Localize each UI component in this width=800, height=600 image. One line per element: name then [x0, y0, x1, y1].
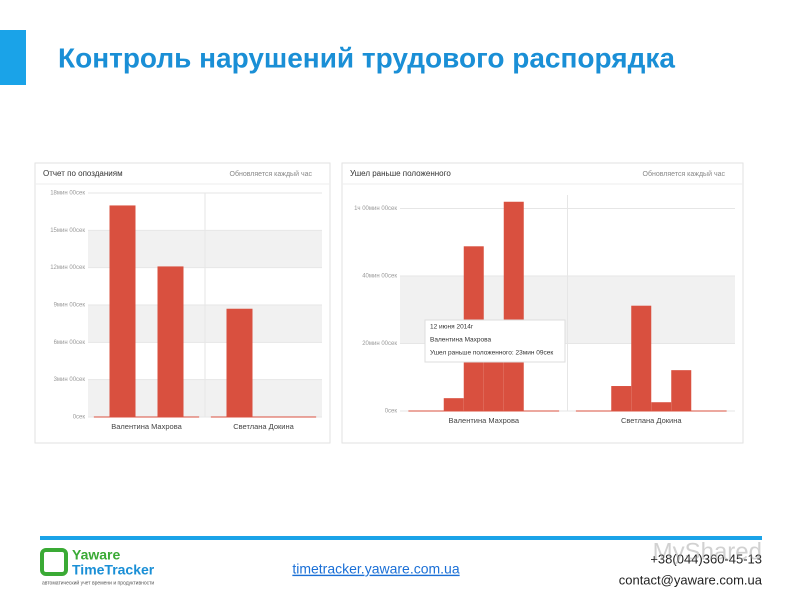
x-tick-label: Валентина Махрова [448, 416, 519, 425]
bar [443, 398, 464, 411]
logo-text: TimeTracker [72, 562, 155, 578]
y-tick-label: 9мин 00сек [54, 303, 86, 309]
footer-email: contact@yaware.com.ua [619, 572, 763, 587]
y-tick-label: 15мин 00сек [50, 228, 85, 234]
x-tick-label: Валентина Махрова [111, 422, 182, 431]
bar [611, 386, 632, 411]
y-tick-label: 6мин 00сек [54, 340, 86, 346]
watermark: MyShared [653, 538, 762, 565]
chart-subtitle: Обновляется каждый час [230, 170, 313, 178]
tooltip-text: Валентина Махрова [430, 337, 492, 344]
x-tick-label: Светлана Докина [621, 416, 682, 425]
bar [109, 205, 136, 417]
chart-title: Ушел раньше положенного [350, 169, 451, 178]
y-tick-label: 20мин 00сек [362, 341, 397, 347]
tooltip-text: Ушел раньше положенного: 23мин 09сек [430, 350, 553, 357]
bar [226, 308, 253, 417]
logo-text: Yaware [72, 547, 120, 563]
x-tick-label: Светлана Докина [233, 422, 294, 431]
footer-url[interactable]: timetracker.yaware.com.ua [292, 561, 459, 577]
y-tick-label: 0сек [73, 415, 86, 421]
bar [671, 370, 692, 411]
footer-line [40, 536, 762, 540]
logo-icon [40, 548, 68, 576]
slide-title: Контроль нарушений трудового распорядка [58, 42, 675, 73]
y-tick-label: 18мин 00сек [50, 191, 85, 197]
y-tick-label: 3мин 00сек [54, 377, 86, 383]
y-tick-label: 40мин 00сек [362, 274, 397, 280]
bar [631, 305, 652, 411]
tooltip-text: 12 июня 2014г [430, 324, 474, 331]
tooltip-box [424, 319, 566, 363]
y-tick-label: 12мин 00сек [50, 265, 85, 271]
bar [157, 266, 184, 417]
chart-subtitle: Обновляется каждый час [643, 170, 726, 178]
logo-tagline: автоматический учет времени и продуктивн… [42, 579, 154, 586]
bar [503, 201, 524, 411]
chart-title: Отчет по опозданиям [43, 169, 123, 178]
bar [651, 402, 672, 411]
accent-bar [0, 30, 26, 85]
y-tick-label: 0сек [385, 409, 398, 415]
y-tick-label: 1ч 00мин 00сек [354, 206, 397, 212]
footer-phone: +38(044)360-45-13 [650, 551, 762, 566]
